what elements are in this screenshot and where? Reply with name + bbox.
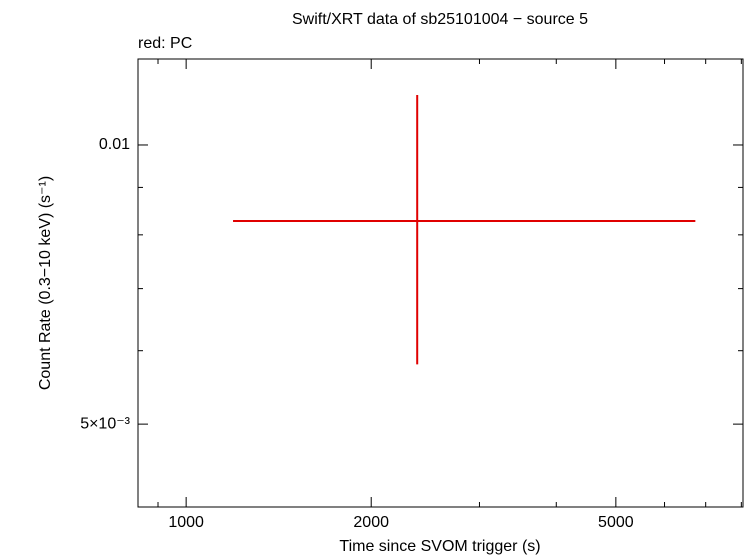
x-tick-label: 2000 bbox=[353, 514, 389, 531]
y-tick-label: 0.01 bbox=[99, 136, 130, 153]
chart-title: Swift/XRT data of sb25101004 − source 5 bbox=[292, 11, 588, 28]
x-axis-label: Time since SVOM trigger (s) bbox=[339, 538, 540, 555]
y-tick-label: 5×10⁻³ bbox=[80, 415, 130, 432]
y-axis-label: Count Rate (0.3−10 keV) (s⁻¹) bbox=[37, 176, 54, 390]
x-tick-label: 1000 bbox=[168, 514, 204, 531]
plot-frame bbox=[137, 58, 744, 508]
x-tick-label: 5000 bbox=[598, 514, 634, 531]
chart-subtitle: red: PC bbox=[138, 35, 192, 52]
